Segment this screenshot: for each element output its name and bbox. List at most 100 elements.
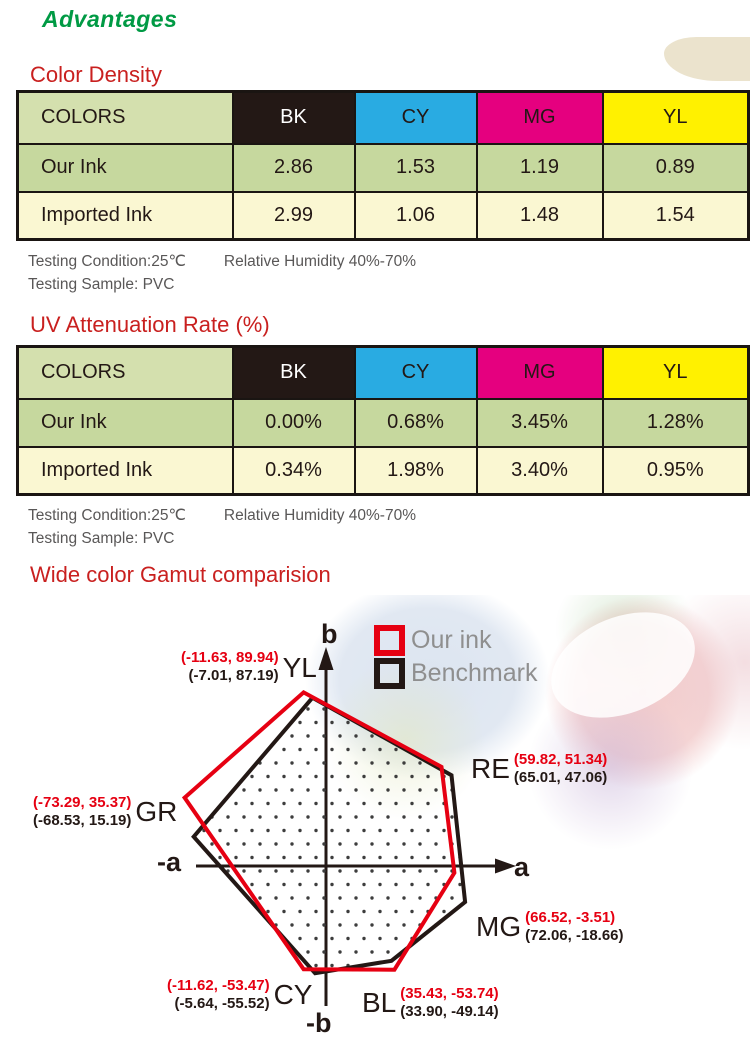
our-ink-coordinate: (35.43, -53.74) <box>400 985 499 1002</box>
axis-label-b: b <box>321 619 338 649</box>
legend-item-benchmark: Benchmark <box>374 657 537 690</box>
note-line: Testing Condition:25℃ Relative Humidity 4… <box>28 250 416 273</box>
coordinate-pair: (59.82, 51.34) (65.01, 47.06) <box>514 751 607 786</box>
uv-attenuation-table: COLORS BK CY MG YL Our Ink 0.00% 0.68% 3… <box>16 345 750 496</box>
cell-value: 0.95% <box>601 445 750 496</box>
benchmark-coordinate: (33.90, -49.14) <box>400 1002 499 1020</box>
cell-value: 1.98% <box>353 445 478 496</box>
column-header-cy: CY <box>353 90 478 145</box>
cell-value: 1.53 <box>353 142 478 193</box>
row-label: Our Ink <box>16 397 234 448</box>
b-axis-arrow <box>318 647 334 670</box>
benchmark-coordinate: (-7.01, 87.19) <box>188 666 279 684</box>
column-header-yl: YL <box>601 90 750 145</box>
column-header-yl: YL <box>601 345 750 400</box>
cell-value: 3.45% <box>475 397 604 448</box>
gamut-corner-label-bl: BL (35.43, -53.74) (33.90, -49.14) <box>362 985 499 1020</box>
table-header-row: COLORS BK CY MG YL <box>16 90 750 145</box>
gamut-corner-label-cy: (-11.62, -53.47) (-5.64, -55.52) CY <box>167 977 312 1012</box>
chart-legend: Our ink Benchmark <box>374 624 537 690</box>
cell-value: 0.68% <box>353 397 478 448</box>
cell-value: 1.54 <box>601 190 750 241</box>
our-ink-coordinate: (66.52, -3.51) <box>525 909 616 926</box>
our-ink-coordinate: (-11.62, -53.47) <box>167 977 270 994</box>
cell-value: 3.40% <box>475 445 604 496</box>
coordinate-pair: (-73.29, 35.37) (-68.53, 15.19) <box>33 794 131 829</box>
benchmark-swatch-icon <box>374 658 405 689</box>
section-heading-gamut: Wide color Gamut comparision <box>30 562 331 587</box>
axis-label-minus-b: -b <box>306 1008 332 1038</box>
gamut-corner-label-mg: MG (66.52, -3.51) (72.06, -18.66) <box>476 909 624 944</box>
coordinate-pair: (-11.62, -53.47) (-5.64, -55.52) <box>167 977 270 1012</box>
corner-name: BL <box>362 986 397 1018</box>
color-density-table: COLORS BK CY MG YL Our Ink 2.86 1.53 1.1… <box>16 90 750 241</box>
column-header-cy: CY <box>353 345 478 400</box>
corner-name: MG <box>476 910 522 942</box>
coordinate-pair: (66.52, -3.51) (72.06, -18.66) <box>525 909 623 944</box>
section-heading-uv-attenuation: UV Attenuation Rate (%) <box>30 312 270 337</box>
relative-humidity: Relative Humidity 40%-70% <box>223 253 416 270</box>
gamut-corner-label-gr: (-73.29, 35.37) (-68.53, 15.19) GR <box>33 794 177 829</box>
axis-label-a: a <box>514 852 530 882</box>
legend-item-our-ink: Our ink <box>374 624 537 657</box>
table-row: Imported Ink 0.34% 1.98% 3.40% 0.95% <box>16 445 750 496</box>
benchmark-coordinate: (65.01, 47.06) <box>513 768 608 786</box>
row-label: Imported Ink <box>16 445 234 496</box>
section-heading-color-density: Color Density <box>30 62 163 87</box>
testing-notes: Testing Condition:25℃ Relative Humidity 4… <box>28 504 416 550</box>
testing-sample: Testing Sample: PVC <box>28 276 175 293</box>
benchmark-coordinate: (-5.64, -55.52) <box>174 994 270 1012</box>
gamut-plot <box>181 647 516 1006</box>
coordinate-pair: (-11.63, 89.94) (-7.01, 87.19) <box>181 649 279 684</box>
cell-value: 2.99 <box>231 190 356 241</box>
our-ink-swatch-icon <box>374 625 405 656</box>
legend-label: Our ink <box>411 626 492 654</box>
column-header-bk: BK <box>231 90 356 145</box>
testing-condition: Testing Condition:25℃ <box>28 253 186 270</box>
cell-value: 0.34% <box>231 445 356 496</box>
column-header-mg: MG <box>475 90 604 145</box>
benchmark-coordinate: (72.06, -18.66) <box>525 926 624 944</box>
our-ink-coordinate: (-11.63, 89.94) <box>181 649 279 666</box>
legend-label: Benchmark <box>411 659 538 687</box>
cell-value: 1.48 <box>475 190 604 241</box>
corner-name: RE <box>471 752 510 784</box>
table-header-row: COLORS BK CY MG YL <box>16 345 750 400</box>
benchmark-polygon <box>191 695 468 976</box>
our-ink-coordinate: (-73.29, 35.37) <box>33 794 132 811</box>
gamut-corner-label-re: RE (59.82, 51.34) (65.01, 47.06) <box>471 751 607 786</box>
column-header-bk: BK <box>231 345 356 400</box>
page-title: Advantages <box>42 6 178 32</box>
column-header-colors: COLORS <box>16 90 234 145</box>
note-line: Testing Condition:25℃ Relative Humidity 4… <box>28 504 416 527</box>
testing-notes: Testing Condition:25℃ Relative Humidity 4… <box>28 250 416 296</box>
gamut-corner-label-yl: (-11.63, 89.94) (-7.01, 87.19) YL <box>181 649 317 684</box>
a-axis-arrow <box>495 858 516 874</box>
column-header-mg: MG <box>475 345 604 400</box>
gamut-chart: Our ink Benchmark b -b a -a (-11.63, 89.… <box>0 595 750 1048</box>
cell-value: 0.89 <box>601 142 750 193</box>
row-label: Imported Ink <box>16 190 234 241</box>
benchmark-coordinate: (-68.53, 15.19) <box>33 811 132 829</box>
relative-humidity: Relative Humidity 40%-70% <box>223 507 416 524</box>
column-header-colors: COLORS <box>16 345 234 400</box>
coordinate-pair: (35.43, -53.74) (33.90, -49.14) <box>400 985 498 1020</box>
testing-sample: Testing Sample: PVC <box>28 530 175 547</box>
table-row: Imported Ink 2.99 1.06 1.48 1.54 <box>16 190 750 241</box>
testing-condition: Testing Condition:25℃ <box>28 507 186 524</box>
cell-value: 1.28% <box>601 397 750 448</box>
corner-name: GR <box>135 795 178 827</box>
our-ink-polygon <box>181 689 457 972</box>
table-row: Our Ink 0.00% 0.68% 3.45% 1.28% <box>16 397 750 448</box>
corner-decoration <box>664 37 750 81</box>
cell-value: 0.00% <box>231 397 356 448</box>
corner-name: CY <box>273 978 313 1010</box>
cell-value: 2.86 <box>231 142 356 193</box>
table-row: Our Ink 2.86 1.53 1.19 0.89 <box>16 142 750 193</box>
corner-name: YL <box>282 652 317 683</box>
our-ink-coordinate: (59.82, 51.34) <box>513 751 608 768</box>
axis-label-minus-a: -a <box>157 847 182 877</box>
cell-value: 1.06 <box>353 190 478 241</box>
cell-value: 1.19 <box>475 142 604 193</box>
row-label: Our Ink <box>16 142 234 193</box>
